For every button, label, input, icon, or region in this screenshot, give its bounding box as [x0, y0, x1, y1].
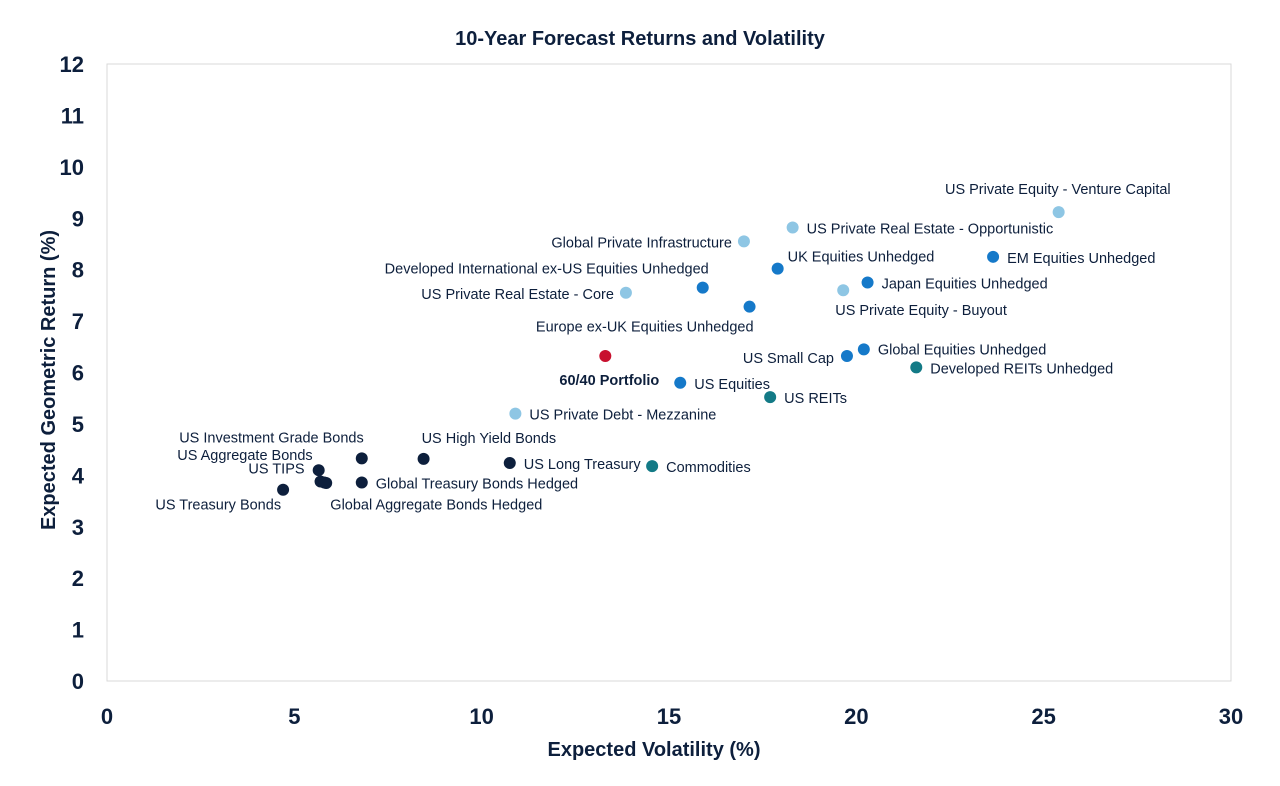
data-point-label: US Private Debt - Mezzanine [529, 408, 716, 424]
data-point-label: Developed International ex-US Equities U… [385, 262, 709, 278]
data-point [737, 235, 750, 248]
x-tick-label: 0 [101, 704, 113, 729]
data-point [355, 476, 368, 489]
data-point [743, 300, 756, 313]
data-point [318, 476, 331, 489]
data-point-label: US REITs [784, 391, 847, 407]
data-point [503, 456, 516, 469]
data-point [509, 407, 522, 420]
data-point-label: EM Equities Unhedged [1007, 251, 1155, 267]
data-point [1052, 206, 1065, 219]
data-point [786, 221, 799, 234]
data-point [417, 452, 430, 465]
data-point-label: Global Aggregate Bonds Hedged [330, 498, 542, 514]
data-point-label: Japan Equities Unhedged [882, 277, 1048, 293]
y-tick-label: 2 [72, 566, 84, 591]
data-point-label: US Private Real Estate - Opportunistic [807, 222, 1054, 238]
y-tick-label: 5 [72, 412, 84, 437]
x-tick-label: 30 [1219, 704, 1243, 729]
data-point-label: Europe ex-UK Equities Unhedged [536, 320, 754, 336]
y-tick-label: 4 [72, 463, 85, 488]
y-tick-label: 3 [72, 515, 84, 540]
data-point-label: US High Yield Bonds [422, 431, 557, 447]
x-tick-label: 20 [844, 704, 868, 729]
data-point-label: US Equities [694, 377, 770, 393]
data-point-label: Global Treasury Bonds Hedged [376, 477, 578, 493]
data-point-label: US Private Real Estate - Core [421, 287, 614, 303]
y-tick-label: 9 [72, 206, 84, 231]
data-point [674, 376, 687, 389]
x-axis-ticks: 0 5 10 15 20 25 30 [101, 704, 1243, 729]
x-tick-label: 10 [469, 704, 493, 729]
data-point [696, 281, 709, 294]
data-point [987, 250, 1000, 263]
data-point-label: US Aggregate Bonds [177, 448, 312, 464]
y-tick-label: 7 [72, 309, 84, 334]
data-point [646, 460, 659, 473]
x-axis-title: Expected Volatility (%) [547, 739, 760, 761]
data-point-label: US Treasury Bonds [155, 498, 281, 514]
data-points [277, 206, 1065, 496]
x-tick-label: 25 [1031, 704, 1055, 729]
y-tick-label: 12 [60, 52, 84, 77]
data-point-label: UK Equities Unhedged [788, 250, 935, 266]
x-tick-label: 5 [288, 704, 300, 729]
data-point-label: US Private Equity - Venture Capital [945, 182, 1171, 198]
data-point-label: US TIPS [248, 462, 304, 478]
y-axis-title: Expected Geometric Return (%) [38, 230, 60, 530]
y-tick-label: 1 [72, 618, 84, 643]
data-point [861, 276, 874, 289]
data-point [599, 350, 612, 363]
y-tick-label: 8 [72, 258, 84, 283]
chart-title: 10-Year Forecast Returns and Volatility [455, 28, 826, 50]
data-point [771, 262, 784, 275]
data-point [619, 286, 632, 299]
data-point-label: Developed REITs Unhedged [930, 361, 1113, 377]
data-point [312, 464, 325, 477]
plot-frame [106, 63, 1232, 682]
data-point [277, 483, 290, 496]
data-point-label: Global Private Infrastructure [551, 235, 732, 251]
data-point-label: US Investment Grade Bonds [179, 430, 364, 446]
data-point-label: Global Equities Unhedged [878, 342, 1046, 358]
data-point-label: US Long Treasury [524, 457, 642, 473]
y-tick-label: 0 [72, 669, 84, 694]
data-point [764, 391, 777, 404]
y-tick-label: 11 [61, 103, 84, 128]
data-point-label: 60/40 Portfolio [559, 373, 659, 389]
data-point [910, 361, 923, 374]
data-point [857, 343, 870, 356]
data-point [840, 350, 853, 363]
y-tick-label: 10 [60, 155, 84, 180]
data-point [837, 284, 850, 297]
data-point-label: US Private Equity - Buyout [835, 303, 1007, 319]
data-point-label: US Small Cap [743, 351, 834, 367]
y-tick-label: 6 [72, 361, 84, 386]
data-point-label: Commodities [666, 460, 751, 476]
x-tick-label: 15 [657, 704, 681, 729]
data-point [355, 452, 368, 465]
